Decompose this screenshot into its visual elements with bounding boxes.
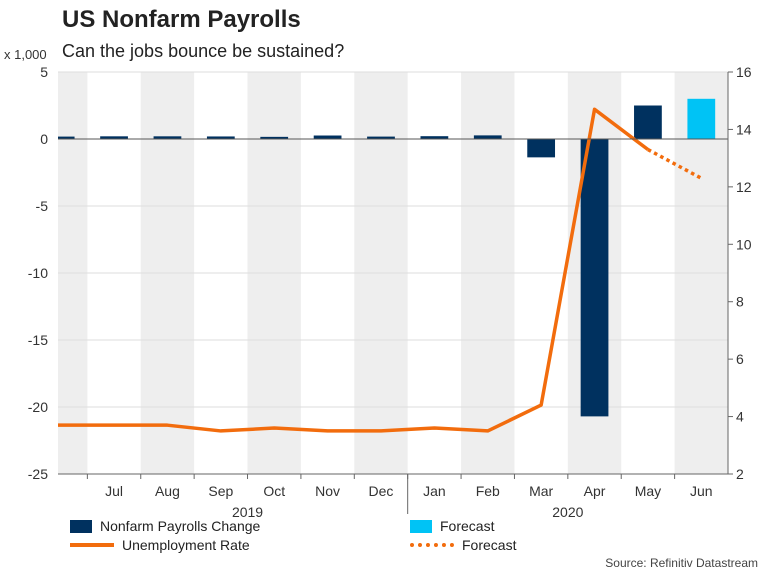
legend-item-payrolls: Nonfarm Payrolls Change xyxy=(70,518,260,534)
y-axis-unit-label: x 1,000 xyxy=(4,47,47,62)
payroll-bar xyxy=(206,136,235,139)
legend-label-payrolls: Nonfarm Payrolls Change xyxy=(100,518,261,534)
y-left-tick-label: 0 xyxy=(40,131,48,147)
x-tick-label: Nov xyxy=(315,483,340,499)
payroll-bar xyxy=(367,136,395,139)
x-tick-label: Jul xyxy=(105,483,123,499)
payroll-bar xyxy=(58,136,75,139)
y-right-tick-label: 6 xyxy=(736,351,744,367)
y-right-tick-label: 14 xyxy=(736,121,752,137)
payroll-bar xyxy=(634,105,662,139)
y-right-tick-label: 2 xyxy=(736,466,744,482)
x-tick-label: Jun xyxy=(690,483,713,499)
y-left-tick-label: -15 xyxy=(28,332,48,348)
axis-labels: 5 0 -5 -10 -15 -20 -25 16 14 12 10 8 6 4 2 Jul Aug Sep Oct… xyxy=(28,64,752,520)
y-right-tick-label: 16 xyxy=(736,64,752,80)
x-tick-label: Feb xyxy=(476,483,500,499)
axes xyxy=(58,71,733,514)
legend-label-payrolls-forecast: Forecast xyxy=(440,518,495,534)
payroll-bars xyxy=(58,98,716,417)
unemployment-lines xyxy=(58,107,703,433)
y-left-tick-label: -25 xyxy=(28,466,48,482)
y-right-tick-label: 4 xyxy=(736,409,744,425)
y-right-tick-label: 10 xyxy=(736,236,752,252)
legend-swatch-payrolls xyxy=(70,519,92,533)
legend-item-unemployment: Unemployment Rate xyxy=(70,537,250,553)
legend-label-unemployment-forecast: Forecast xyxy=(462,537,517,553)
payroll-bar xyxy=(527,139,556,158)
x-tick-label: Dec xyxy=(369,483,394,499)
x-tick-label: Apr xyxy=(584,483,606,499)
payroll-bar xyxy=(313,135,342,139)
x-tick-label: Mar xyxy=(529,483,553,499)
payroll-bar xyxy=(153,136,182,139)
legend-swatch-unemployment-forecast xyxy=(410,543,454,547)
unemployment-forecast-line xyxy=(647,147,703,180)
year-label: 2020 xyxy=(552,504,583,520)
chart-subtitle: Can the jobs bounce be sustained? xyxy=(62,41,345,61)
legend-swatch-payrolls-forecast xyxy=(410,519,432,533)
y-left-tick-label: -5 xyxy=(36,198,49,214)
payroll-forecast-bar xyxy=(687,98,716,139)
y-left-tick-label: -20 xyxy=(28,399,48,415)
legend-swatch-unemployment xyxy=(70,543,114,547)
chart-title: US Nonfarm Payrolls xyxy=(62,6,301,33)
year-label: 2019 xyxy=(232,504,263,520)
y-right-tick-label: 12 xyxy=(736,179,752,195)
y-left-tick-label: 5 xyxy=(40,64,48,80)
payroll-bar xyxy=(420,136,449,139)
legend-item-payrolls-forecast: Forecast xyxy=(410,518,494,534)
source-note: Source: Refinitiv Datastream xyxy=(605,556,758,570)
legend-label-unemployment: Unemployment Rate xyxy=(122,537,250,553)
legend-item-unemployment-forecast: Forecast xyxy=(410,537,516,553)
y-left-tick-label: -10 xyxy=(28,265,48,281)
payroll-bar xyxy=(473,135,502,139)
unemployment-line xyxy=(58,107,649,433)
x-tick-label: May xyxy=(635,483,661,499)
y-right-tick-label: 8 xyxy=(736,294,744,310)
x-tick-label: Jan xyxy=(423,483,446,499)
x-tick-label: Oct xyxy=(263,483,285,499)
x-tick-label: Aug xyxy=(155,483,180,499)
payroll-bar xyxy=(100,136,128,139)
payroll-bar xyxy=(580,139,609,417)
payroll-bar xyxy=(260,136,289,139)
x-tick-label: Sep xyxy=(208,483,233,499)
